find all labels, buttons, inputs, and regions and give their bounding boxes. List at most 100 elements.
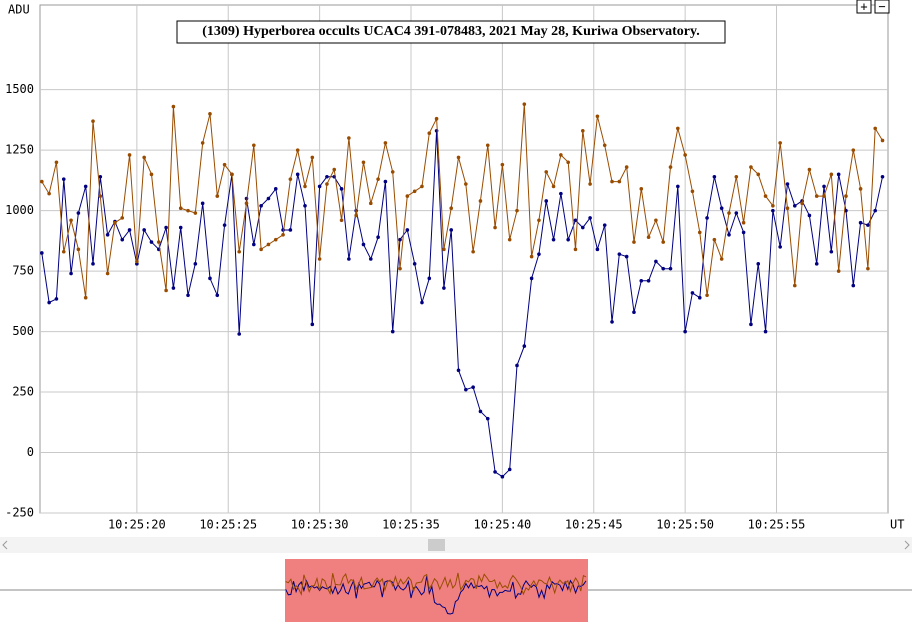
data-point [127,228,132,232]
data-point [405,228,410,232]
data-point [507,237,512,242]
zoom-out-button[interactable] [874,0,890,14]
data-point [303,184,307,189]
data-point [368,257,373,261]
data-point [639,278,644,283]
data-point [471,249,475,254]
data-point [610,320,614,324]
data-point [339,218,344,223]
zoom-in-button[interactable] [856,0,872,14]
data-point [763,194,768,198]
data-point [215,293,220,298]
scroll-right[interactable] [904,540,910,550]
data-point [529,254,534,259]
x-tick-label: 10:25:40 [473,518,531,532]
y-tick-label: 1250 [5,143,34,157]
data-point [76,211,81,215]
data-point [347,136,351,140]
data-point [632,310,636,315]
data-point [120,237,125,242]
data-point [697,295,702,300]
data-point [756,172,761,177]
data-point [376,177,380,181]
data-point [873,208,878,213]
zoom-in-label[interactable]: + [860,0,867,14]
data-point [851,283,856,288]
data-point [142,228,146,232]
data-point [836,172,841,177]
data-point [580,225,585,230]
data-point [822,184,826,189]
data-point [398,237,402,242]
zoom-out-label[interactable]: − [878,0,885,14]
data-point [668,266,673,271]
data-point [325,182,329,186]
data-point [83,295,88,300]
data-point [171,104,176,109]
data-point [449,206,454,210]
data-point [273,187,278,191]
scroll-thumb[interactable] [428,539,445,551]
data-point [178,225,183,230]
x-tick-label: 10:25:35 [382,518,440,532]
data-point [354,213,358,218]
data-point [164,288,168,293]
data-point [98,174,103,179]
data-point [661,266,666,271]
data-point [178,206,183,210]
data-point [712,237,717,242]
data-point [442,247,446,252]
data-point [654,218,658,223]
data-point [54,160,59,165]
data-point [829,249,834,254]
data-point [595,247,600,252]
data-point [456,155,461,160]
data-point [149,172,154,177]
data-point [537,252,541,256]
data-point [741,220,746,225]
data-point [442,286,446,290]
data-point [822,194,826,198]
data-point [200,201,205,206]
x-tick-label: 10:25:50 [656,518,714,532]
overview-line [285,572,587,597]
data-point [310,155,315,160]
data-point [529,276,534,281]
y-tick-label: 250 [12,385,34,399]
data-point [632,240,636,244]
data-point [507,467,512,472]
data-point [193,262,198,266]
data-point [763,329,768,334]
x-tick-label: 10:25:45 [565,518,623,532]
data-point [40,251,44,255]
data-point [171,286,176,290]
data-point [317,257,322,261]
data-point [368,201,373,206]
data-point [573,218,578,223]
data-point [588,182,592,186]
data-point [69,218,73,223]
data-point [47,300,51,305]
data-point [866,223,870,227]
data-point [844,194,848,198]
data-point [222,223,227,227]
data-point [471,385,475,390]
data-point [295,172,300,177]
data-point [464,182,468,186]
grid [40,5,888,514]
data-point [91,119,95,123]
data-point [478,199,483,203]
scrollbar[interactable] [0,537,912,553]
data-point [719,257,724,261]
data-point [193,211,198,215]
data-point [208,276,212,281]
scroll-left[interactable] [2,540,8,550]
data-point [814,194,819,198]
data-point [683,153,687,157]
data-point [676,126,680,131]
data-point [690,189,695,194]
data-point [40,179,44,184]
data-point [383,141,388,145]
